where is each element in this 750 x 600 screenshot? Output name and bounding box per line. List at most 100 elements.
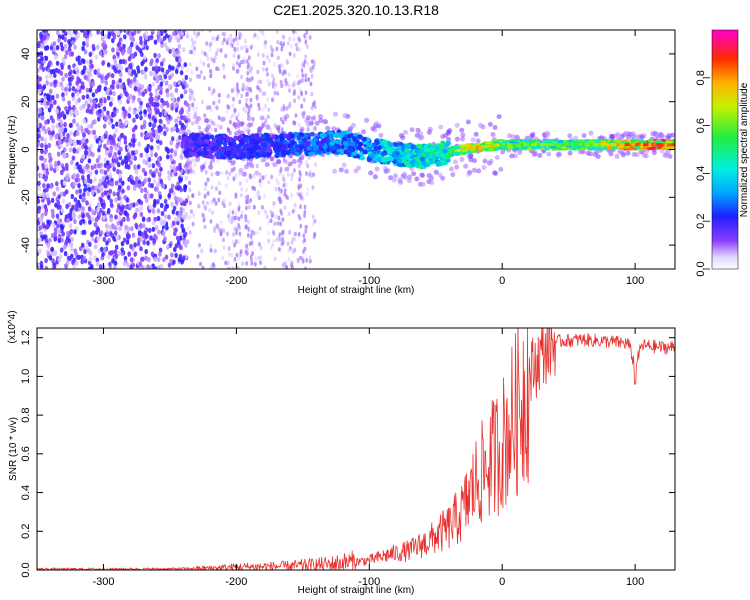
spectrogram-cell [303,33,306,39]
spectrogram-cell [112,166,116,172]
spectrogram-cell [98,264,103,269]
spectrogram-cell [325,125,331,131]
spectrogram-cell [57,114,62,120]
spectrogram-cell [136,65,140,71]
spectrogram-cell [176,239,181,246]
spectrogram-cell [333,133,339,139]
spectrogram-cell [142,239,146,246]
spectrogram-cell [169,140,173,146]
spectrogram-cell [152,178,157,184]
spectrogram-cell [356,165,362,171]
spectrogram-cell [509,153,515,159]
spectrogram-cell [201,200,205,205]
spectrogram-cell [302,63,306,68]
spectrogram-cell [131,202,136,208]
spectrogram-cell [205,52,209,58]
spectrogram-cell [186,195,190,200]
spectrogram-cell [116,51,120,57]
spectrogram-cell [86,212,90,218]
spectrogram-cell [234,36,238,42]
spectrogram-cell [213,145,220,151]
spectrogram-cell [309,81,313,87]
spectrogram-cell [97,163,101,169]
spectrogram-cell [256,85,260,91]
spectrogram-cell [55,45,60,51]
spectrogram-cell [235,239,238,245]
spectrogram-cell [66,217,70,224]
spectrogram-cell [207,63,210,68]
spectrogram-cell [210,199,214,205]
spectrogram-cell [282,183,286,188]
spectrogram-cell [140,132,144,138]
spectrogram-cell [68,211,73,218]
spectrogram-cell [297,232,301,237]
spectrogram-cell [37,89,42,95]
spectrogram-cell [319,133,325,138]
spectrogram-cell [310,115,316,121]
spectrogram-cell [183,89,188,95]
spectrogram-cell [236,47,239,52]
spectrogram-cell [106,110,110,116]
spectrogram-cell [174,87,179,93]
spectrogram-cell [246,104,249,109]
figure-title: C2E1.2025.320.10.13.R18 [273,2,439,18]
spectrogram-cell [55,213,60,219]
spectrogram-cell [397,177,403,183]
spectrogram-cell [237,207,241,212]
spectrogram-cell [282,229,285,235]
spectrogram-cell [134,149,139,155]
spectrogram-cell [270,52,274,58]
spectrogram-cell [100,192,105,198]
spectrogram-cell [416,143,422,149]
spectrogram-cell [256,35,260,40]
spectrogram-cell [615,140,622,144]
spectrogram-cell [473,146,476,150]
spectrogram-cell [201,50,204,55]
spectrogram-cell [245,205,248,211]
spectrogram-cell [215,105,219,111]
spectrogram-cell [246,70,250,76]
spectrogram-cell [244,137,250,142]
spectrogram-cell [393,173,398,179]
spectrogram-cell [222,66,226,71]
spectrogram-cell [235,60,239,66]
spectrogram-cell [209,73,213,79]
spectrogram-cell [209,219,213,224]
spectrogram-cell [251,76,254,81]
spectrogram-cell [350,123,356,128]
spectrogram-cell [216,141,222,147]
spectrogram-cell [546,151,552,157]
spectrogram-cell [163,110,168,116]
spectrogram-cell [165,244,170,250]
spectrogram-cell [71,204,75,211]
spectrogram-cell [218,181,221,186]
spectrogram-cell [63,244,67,250]
spectrogram-cell [190,90,194,95]
spectrogram-cell [238,31,242,37]
spectrogram-cell [52,191,56,197]
spectrogram-cell [280,116,283,122]
spectrogram-cell [504,143,508,147]
spectrogram-cell [269,246,273,251]
spectrogram-cell [151,172,155,178]
spectrogram-cell [85,59,90,65]
spectrogram-cell [259,115,265,121]
spectrogram-cell [38,108,43,114]
spectrogram-cell [59,223,64,229]
spectrogram-cell [342,136,348,142]
spectrogram-cell [224,150,230,156]
spectrogram-cell [381,157,387,162]
spectrogram-cell [420,181,426,187]
spectrogram-cell [177,216,181,222]
spectrogram-cell [61,76,65,82]
spectrogram-cell [53,236,57,242]
spectrogram-cell [97,202,101,208]
spectrogram-cell [507,133,512,139]
spectrogram-cell [664,153,670,159]
spectrogram-cell [127,113,132,119]
spectrogram-cell [391,153,397,158]
spectrogram-cell [413,161,420,167]
spectrogram-cell [136,164,141,170]
spectrogram-cell [182,239,186,245]
spectrogram-cell [77,97,81,103]
